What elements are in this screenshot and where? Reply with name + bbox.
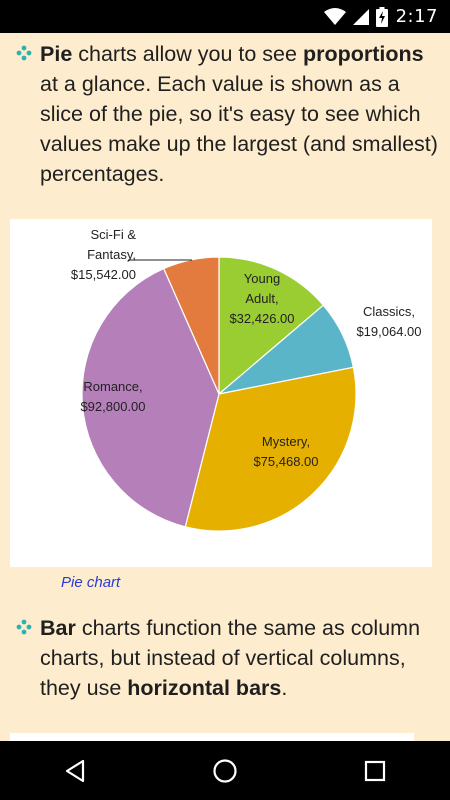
home-button[interactable]: [195, 741, 255, 800]
pie-chart-image: Young Adult, $32,426.00 Classics, $19,064.00…: [10, 219, 432, 567]
pie-slice: [218, 256, 325, 396]
bullet-icon: [16, 619, 32, 635]
pie-slice: [184, 366, 357, 532]
slice-label: Romance, $92,800.00: [80, 379, 145, 414]
figure-caption-link[interactable]: Pie chart: [61, 574, 121, 591]
pie-text-2: at a glance. Each value is shown as a sl…: [40, 72, 438, 186]
status-bar: 2:17: [0, 0, 450, 33]
bar-text-2: .: [281, 676, 288, 700]
slice-label: Young Adult, $32,426.00: [229, 271, 294, 326]
navigation-bar: [0, 741, 450, 800]
pie-paragraph: Pie charts allow you to see proportions …: [16, 39, 446, 189]
slice-label: Classics, $19,064.00: [356, 304, 421, 339]
recents-icon: [364, 760, 386, 781]
bar-term: Bar: [40, 616, 76, 640]
signal-icon: [352, 8, 369, 25]
home-icon: [213, 758, 237, 783]
bar-text-1: charts function the same as column chart…: [40, 616, 421, 700]
bullet-icon: [16, 45, 32, 61]
back-icon: [65, 759, 85, 782]
article-content[interactable]: Pie charts allow you to see proportions …: [0, 33, 450, 741]
horizontal-bars-term: horizontal bars: [127, 676, 282, 700]
bar-paragraph: Bar charts function the same as column c…: [16, 613, 446, 703]
slice-label: Sci-Fi & Fantasy, $15,542.00: [71, 227, 136, 282]
pie-term: Pie: [40, 42, 73, 66]
recents-button[interactable]: [345, 741, 405, 800]
pie-slice: [81, 267, 220, 528]
back-button[interactable]: [45, 741, 105, 800]
slice-label: Mystery, $75,468.00: [253, 434, 318, 469]
pie-chart: Young Adult, $32,426.00 Classics, $19,064.00…: [71, 227, 422, 532]
wifi-icon: [323, 7, 346, 25]
pie-text-1: charts allow you to see: [72, 42, 303, 66]
next-chart-image: [10, 733, 414, 741]
status-time: 2:17: [395, 6, 438, 27]
battery-charging-icon: [375, 6, 388, 27]
proportions-term: proportions: [302, 42, 424, 66]
